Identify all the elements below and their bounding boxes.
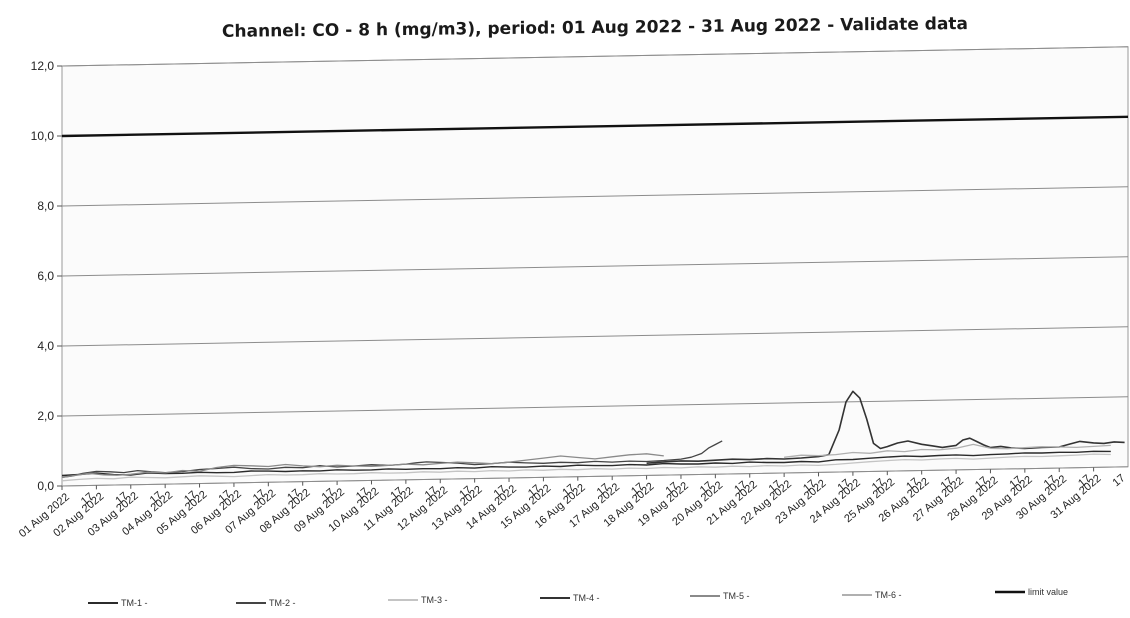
y-tick-label: 2,0 [37, 409, 54, 423]
x-subtick-label: 17 [1111, 472, 1128, 489]
series-line [784, 443, 1111, 458]
y-tick-label: 12,0 [31, 59, 55, 73]
gridline [61, 396, 1129, 417]
legend-label: TM-6 - [875, 590, 902, 600]
series-line [61, 453, 1111, 482]
gridline [61, 46, 1129, 67]
legend-label: TM-4 - [573, 593, 600, 603]
series-line [61, 453, 664, 478]
legend-label: TM-3 - [421, 595, 448, 605]
y-tick-label: 8,0 [37, 199, 54, 213]
legend-label: TM-1 - [121, 598, 148, 608]
series-line [61, 450, 1111, 477]
y-tick-label: 4,0 [37, 339, 54, 353]
gridline [61, 256, 1129, 277]
y-tick-label: 6,0 [37, 269, 54, 283]
y-tick-label: 0,0 [37, 479, 54, 493]
legend-label: TM-5 - [723, 591, 750, 601]
y-tick-label: 10,0 [31, 129, 55, 143]
gridline [61, 186, 1129, 207]
gridline [61, 466, 1129, 487]
gridline [61, 326, 1129, 347]
series-line [61, 115, 1129, 138]
legend-label: TM-2 - [269, 598, 296, 608]
legend-label: limit value [1028, 587, 1068, 597]
